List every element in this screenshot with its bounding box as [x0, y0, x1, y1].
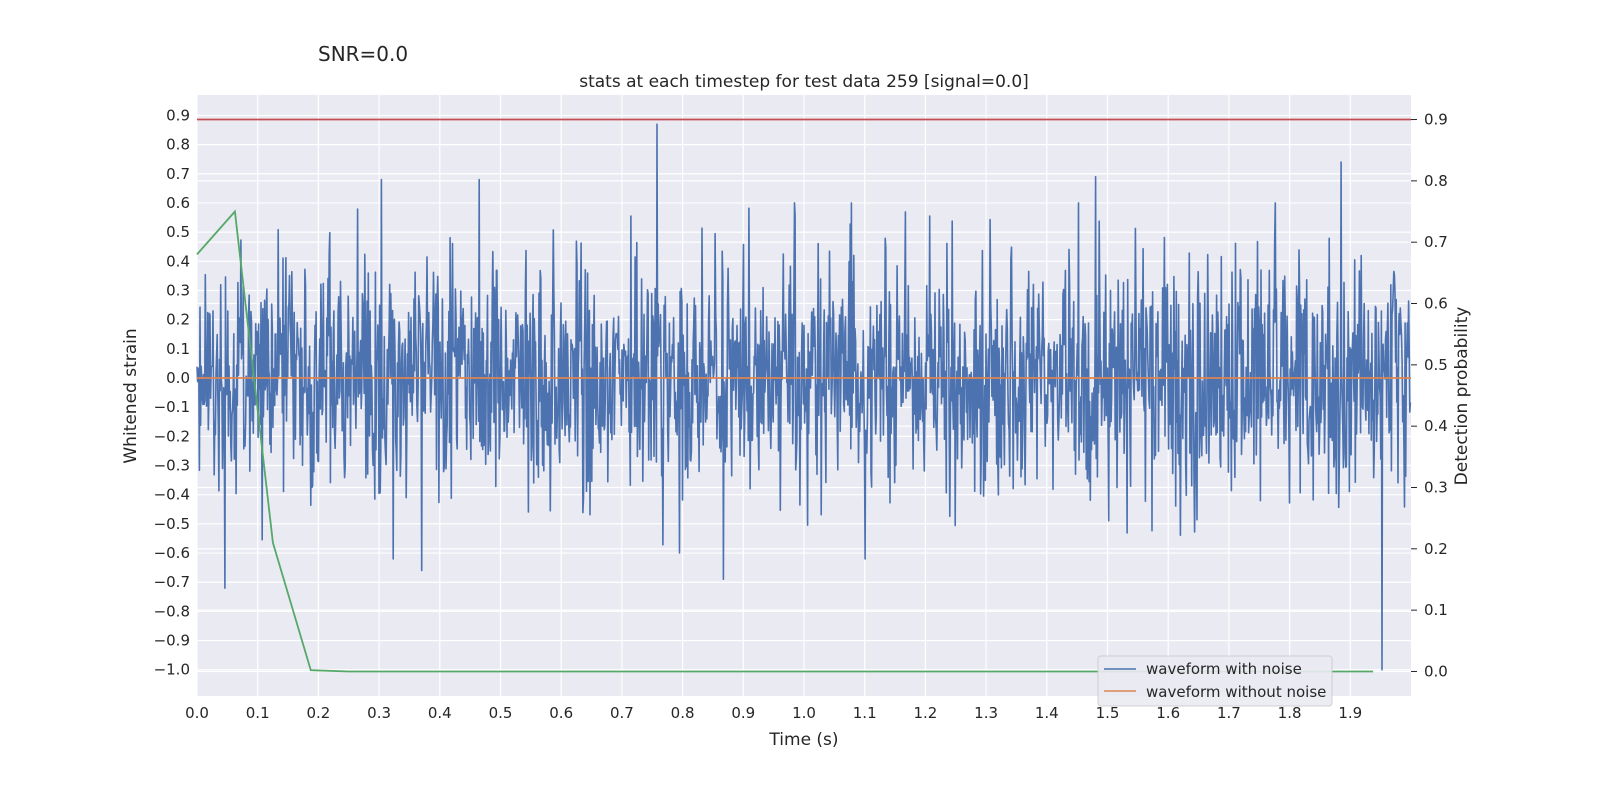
x-tick-label: 0.4 [428, 704, 452, 722]
y-tick-label: −0.4 [154, 486, 190, 504]
series-layer [196, 118, 1412, 673]
x-tick-label: 0.7 [610, 704, 634, 722]
y-tick-label: 0.5 [166, 223, 190, 241]
y2-tick-label: 0.1 [1424, 601, 1448, 619]
y-tick-label: 0.9 [166, 106, 190, 124]
y-tick-label: 0.2 [166, 311, 190, 329]
y2-tick-label: 0.3 [1424, 478, 1448, 496]
y-axis-label: Whitened strain [121, 328, 141, 463]
x-tick-label: 1.5 [1096, 704, 1120, 722]
y2-tick-label: 0.4 [1424, 417, 1448, 435]
y2-tick-label: 0.0 [1424, 662, 1448, 680]
x-tick-label: 1.8 [1278, 704, 1302, 722]
x-tick-label: 1.2 [913, 704, 937, 722]
x-tick-label: 1.3 [974, 704, 998, 722]
y-tick-label: −0.8 [154, 602, 190, 620]
series-waveform-with-noise [196, 123, 1412, 671]
x-tick-label: 1.1 [853, 704, 877, 722]
x-tick-label: 0.2 [306, 704, 330, 722]
y-tick-label: 0.0 [166, 369, 190, 387]
x-tick-label: 0.1 [246, 704, 270, 722]
x-tick-label: 0.3 [367, 704, 391, 722]
y2-tick-label: 0.6 [1424, 295, 1448, 313]
y-tick-label: −0.5 [154, 515, 190, 533]
y-tick-label: −0.2 [154, 427, 190, 445]
legend-label-noise: waveform with noise [1146, 660, 1302, 678]
series-detection-probability [196, 209, 1374, 673]
legend-label-clean: waveform without noise [1146, 683, 1326, 701]
y-tick-label: 0.7 [166, 165, 190, 183]
x-tick-label: 1.0 [792, 704, 816, 722]
x-tick-label: 0.0 [185, 704, 209, 722]
y-tick-label: 0.1 [166, 340, 190, 358]
y-tick-label: 0.4 [166, 252, 190, 270]
x-tick-label: 1.6 [1156, 704, 1180, 722]
suptitle: SNR=0.0 [318, 42, 408, 66]
ticks: 0.0 0.1 0.2 0.3 0.4 0.5 0.6 0.7 0.8 0.9 1.0 1.1 1.2 1… [154, 106, 1448, 722]
x-tick-label: 1.7 [1217, 704, 1241, 722]
x-tick-label: 1.4 [1035, 704, 1059, 722]
y2-tick-label: 0.9 [1424, 111, 1448, 129]
y-tick-label: −0.1 [154, 398, 190, 416]
y-tick-label: 0.3 [166, 281, 190, 299]
y-tick-label: −0.9 [154, 632, 190, 650]
x-tick-label: 0.8 [671, 704, 695, 722]
y-tick-label: 0.8 [166, 136, 190, 154]
x-tick-label: 1.9 [1338, 704, 1362, 722]
x-tick-label: 0.6 [549, 704, 573, 722]
y2-tick-label: 0.5 [1424, 356, 1448, 374]
y2-tick-label: 0.8 [1424, 172, 1448, 190]
x-tick-label: 0.9 [731, 704, 755, 722]
y-tick-label: 0.6 [166, 194, 190, 212]
x-tick-label: 0.5 [489, 704, 513, 722]
y2-tick-label: 0.2 [1424, 540, 1448, 558]
y-tick-label: −0.6 [154, 544, 190, 562]
x-axis-label: Time (s) [768, 730, 838, 750]
y2-axis-label: Detection probability [1452, 307, 1472, 486]
y-tick-label: −0.3 [154, 457, 190, 475]
legend-box [1097, 655, 1333, 707]
y2-tick-label: 0.7 [1424, 233, 1448, 251]
y-tick-label: −1.0 [154, 661, 190, 679]
y-tick-label: −0.7 [154, 573, 190, 591]
legend: waveform with noise waveform without noi… [1097, 655, 1333, 707]
chart-title: stats at each timestep for test data 259… [579, 72, 1029, 92]
